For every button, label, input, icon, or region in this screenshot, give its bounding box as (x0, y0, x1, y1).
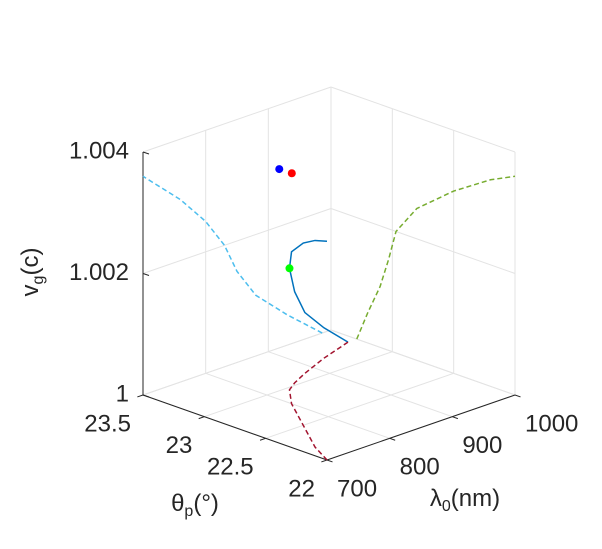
x-tick-label: 900 (462, 432, 502, 459)
y-label-rest: (°) (193, 490, 219, 517)
grid-line (265, 372, 454, 439)
x-tick (452, 416, 459, 420)
x-tick (326, 459, 333, 463)
y-tick (198, 416, 205, 420)
plot-area (142, 165, 516, 461)
y-label-sub: p (184, 503, 193, 520)
series-line (288, 341, 349, 461)
series-line (142, 175, 323, 334)
x-axis-label: λ0(nm) (430, 485, 500, 515)
marker (285, 264, 294, 273)
x-tick (514, 394, 521, 398)
z-tick (142, 151, 150, 155)
x-tick (389, 437, 396, 441)
grid-line (330, 329, 516, 396)
grid-line (142, 208, 332, 274)
y-axis-label: θp(°) (171, 490, 219, 520)
x-axis-line (326, 394, 516, 461)
grid-line (205, 372, 390, 439)
y-tick-label: 23.5 (84, 410, 131, 437)
grid-line (330, 208, 516, 274)
x-label-rest: (nm) (451, 485, 500, 512)
grid-line (204, 351, 393, 418)
marker (287, 169, 296, 178)
z-tick-label: 1.002 (69, 259, 129, 286)
grid-line (142, 329, 332, 396)
axes: 700 800 900 1000 22 22.5 23 23.5 1 1.002 1.004 (69, 137, 578, 502)
x-tick-label: 700 (337, 475, 377, 502)
grid-line (142, 86, 332, 153)
z-tick (142, 273, 150, 276)
z-label-base: v (17, 284, 44, 296)
grid-line (268, 351, 453, 418)
y-axis-line (142, 394, 328, 461)
z-label-rest: (c) (17, 248, 44, 276)
y-label-base: θ (171, 490, 184, 517)
y-tick-label: 23 (166, 432, 193, 459)
grid-line (330, 86, 516, 153)
x-label-sub: 0 (442, 498, 451, 515)
y-tick-label: 22.5 (207, 454, 254, 481)
y-tick (137, 394, 144, 398)
y-tick-label: 22 (288, 475, 315, 502)
series-line (288, 239, 349, 343)
z-axis-label: vg(c) (17, 248, 47, 297)
x-label-base: λ (430, 485, 442, 512)
x-tick-label: 1000 (525, 410, 578, 437)
x-tick-label: 800 (400, 454, 440, 481)
z-label-sub: g (30, 276, 47, 285)
series-line (356, 175, 516, 340)
y-tick (321, 459, 328, 463)
grid (142, 86, 516, 461)
y-tick (259, 437, 266, 441)
marker (275, 165, 284, 174)
z-tick-label: 1.004 (69, 137, 129, 164)
z-tick-label: 1 (116, 380, 129, 407)
